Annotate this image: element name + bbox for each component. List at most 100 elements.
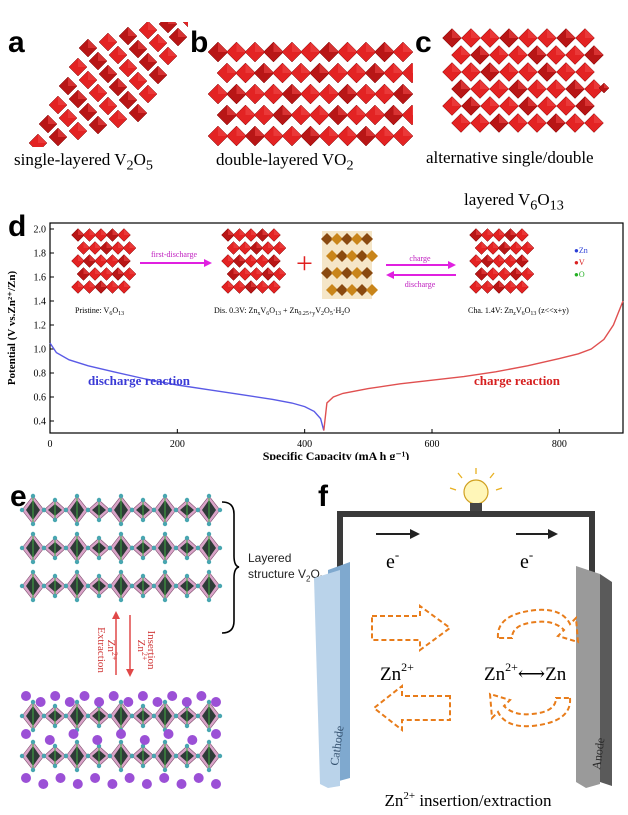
vo2-octahedron-facet: [301, 63, 311, 73]
oxygen-atom: [206, 699, 212, 705]
zn-ion-sphere: [123, 697, 134, 707]
inset-pristine-structure: [71, 228, 137, 294]
oxygen-atom: [41, 583, 47, 589]
inset-octahedron-facet: [262, 280, 269, 287]
v2o5-octahedron-facet: [98, 52, 107, 61]
vo2-octahedron-facet: [227, 105, 237, 115]
zn-ion-sphere: [35, 697, 46, 707]
inset-octahedron-facet: [239, 228, 246, 235]
inset-octahedron-facet: [124, 228, 131, 235]
v2o5-octahedron-facet: [58, 96, 67, 105]
extraction-label: Extraction: [95, 627, 107, 673]
v2o5-octahedron-facet: [128, 91, 137, 100]
inset-octahedron-facet: [279, 241, 286, 248]
vo2-octahedron-facet: [319, 63, 330, 73]
oxygen-atom: [140, 573, 146, 579]
oxygen-atom: [63, 507, 69, 513]
oxygen-atom: [151, 545, 157, 551]
oxygen-atom: [206, 767, 212, 773]
electron-label-right: e-: [520, 547, 533, 573]
zn-ion-sphere: [79, 691, 90, 701]
v6o13-octahedron-facet: [452, 28, 462, 38]
v6o13-octahedron-facet: [566, 96, 576, 106]
znvo-polyhedron: [356, 250, 368, 262]
extraction-zn-label: Zn2+: [105, 640, 119, 661]
inset-octahedron-facet: [112, 280, 119, 287]
inset-octahedron-facet: [228, 228, 235, 235]
v6o13-octahedron-facet: [480, 113, 490, 123]
oxygen-atom: [140, 555, 146, 561]
v2o5-octahedron-facet: [128, 59, 137, 68]
vo2-octahedron-facet: [384, 126, 395, 136]
charge-curve: [323, 300, 624, 431]
oxygen-atom: [30, 699, 36, 705]
oxygen-atom: [140, 763, 146, 769]
v6o13-octahedron-facet: [490, 62, 500, 72]
oxygen-atom: [74, 493, 80, 499]
oxygen-atom: [129, 545, 135, 551]
oxygen-atom: [173, 713, 179, 719]
cathode-label: Cathode: [327, 725, 346, 767]
vo2-octahedron-facet: [236, 126, 247, 136]
v2o5-octahedron-facet: [138, 104, 147, 113]
znvo-polyhedron: [346, 284, 358, 296]
oxygen-atom: [118, 699, 124, 705]
oxygen-atom: [107, 583, 113, 589]
vo2-octahedron-facet: [236, 42, 247, 52]
oxygen-atom: [162, 597, 168, 603]
oxygen-atom: [184, 593, 190, 599]
inset-octahedron-facet: [129, 241, 136, 248]
oxygen-atom: [206, 597, 212, 603]
oxygen-atom: [140, 593, 146, 599]
zn-ion-sphere: [196, 691, 207, 701]
zn-ion-sphere: [187, 735, 198, 745]
vo2-octahedron-facet: [347, 84, 358, 94]
panel-label-b: b: [190, 26, 209, 59]
oxygen-atom: [118, 559, 124, 565]
vo2-octahedron-facet: [366, 126, 376, 136]
inset-octahedron-facet: [279, 267, 286, 274]
v2o5-octahedron-facet: [118, 46, 127, 55]
oxygen-atom: [129, 753, 135, 759]
zn-ion-sphere: [167, 691, 178, 701]
oxygen-atom: [162, 493, 168, 499]
oxygen-atom: [63, 545, 69, 551]
oxygen-atom: [195, 545, 201, 551]
oxygen-atom: [162, 559, 168, 565]
znvo-polyhedron: [331, 233, 343, 245]
v6o13-octahedron-facet: [471, 28, 481, 38]
oxygen-atom: [162, 531, 168, 537]
oxygen-atom: [96, 593, 102, 599]
v6o13-octahedron-facet: [575, 79, 585, 89]
v2o5-octahedron-facet: [148, 85, 157, 94]
inset-octahedron-facet: [78, 254, 85, 261]
oxygen-atom: [206, 727, 212, 733]
vo2-octahedron-facet: [292, 126, 302, 136]
inset-octahedron-facet: [89, 228, 96, 235]
caption-a: single-layered V2O5: [14, 150, 153, 174]
y-axis-label: Potential (V vs.Zn²⁺/Zn): [6, 271, 18, 386]
vo2-octahedron-facet: [310, 126, 321, 136]
zn-ion-sphere: [124, 773, 135, 783]
oxygen-atom: [41, 507, 47, 513]
inset-octahedron-facet: [112, 228, 119, 235]
inset-octahedron-facet: [476, 254, 483, 261]
oxygen-atom: [162, 521, 168, 527]
zn-ion-sphere: [193, 773, 204, 783]
oxygen-atom: [195, 583, 201, 589]
v6o13-octahedron-facet: [566, 62, 576, 72]
v2o5-octahedron-facet: [128, 27, 137, 36]
oxygen-atom: [85, 545, 91, 551]
v2o5-octahedron-facet: [138, 72, 147, 81]
vo2-octahedron-facet: [218, 42, 228, 52]
v6o13-octahedron-facet: [585, 96, 595, 106]
oxygen-atom: [19, 545, 25, 551]
electron-arrowhead-left: [410, 529, 420, 539]
inset-discharged-label: Dis. 0.3V: ZnxV6O13 + Zn0.25+yV2O5·H2O: [214, 306, 350, 317]
oxygen-atom: [52, 517, 58, 523]
oxygen-atom: [140, 517, 146, 523]
v6o13-octahedron-facet: [585, 62, 595, 72]
plot-frame: [49, 222, 624, 434]
inset-octahedron-facet: [251, 228, 258, 235]
oxygen-atom: [52, 593, 58, 599]
